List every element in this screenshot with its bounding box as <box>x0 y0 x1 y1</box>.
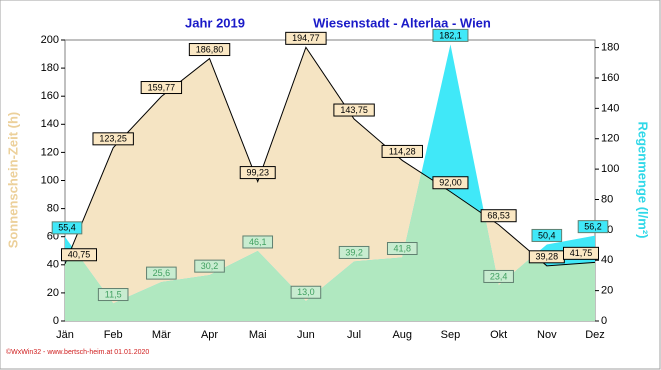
value-label-box <box>61 248 97 262</box>
x-tick-label: Jul <box>347 329 361 341</box>
value-label-box <box>577 220 609 234</box>
y2-tick-label: 40 <box>601 254 613 266</box>
value-label-box <box>239 166 276 180</box>
value-label: 55,4 <box>58 223 76 233</box>
x-tick-label: Mai <box>249 329 267 341</box>
value-label-box <box>432 28 469 42</box>
x-tick-label: Okt <box>490 329 507 341</box>
value-label: 50,4 <box>538 230 556 240</box>
value-label-box <box>242 235 274 249</box>
value-label: 40,75 <box>68 250 91 260</box>
y2-tick-label: 100 <box>601 163 619 175</box>
value-label: 99,23 <box>246 167 269 177</box>
y-tick-label: 200 <box>41 34 59 46</box>
y2-tick-label: 0 <box>601 315 607 327</box>
value-label-box <box>432 176 469 190</box>
value-label-box <box>285 31 327 45</box>
value-label-box <box>194 259 225 273</box>
value-label-box <box>51 221 83 235</box>
value-label: 11,5 <box>105 289 122 299</box>
value-label: 39,28 <box>536 252 559 262</box>
value-label: 39,2 <box>345 247 363 257</box>
chart-title: Jahr 2019 <box>185 15 245 30</box>
y-tick-label: 160 <box>41 90 59 102</box>
x-tick-label: Feb <box>104 329 123 341</box>
value-label: 114,28 <box>389 146 416 156</box>
value-label-box <box>188 43 231 57</box>
value-label: 92,00 <box>439 178 462 188</box>
y-tick-label: 100 <box>41 174 59 186</box>
x-tick-label: Sep <box>441 329 461 341</box>
y2-tick-label: 120 <box>601 133 619 145</box>
y2-tick-label: 180 <box>601 42 619 54</box>
value-label: 194,77 <box>292 33 320 43</box>
x-tick-label: Jän <box>56 329 74 341</box>
x-tick-label: Jun <box>297 329 315 341</box>
value-label-box <box>531 228 563 242</box>
x-tick-label: Nov <box>537 329 557 341</box>
value-label-box <box>97 288 129 302</box>
value-label-box <box>483 269 514 283</box>
value-label-box <box>333 103 375 117</box>
value-label-box <box>381 144 423 158</box>
y2-axis-label: Regenmenge (l/m²) <box>636 121 651 238</box>
y-axis-label: Sonnenschein-Zeit (h) <box>5 112 20 249</box>
y-tick-label: 20 <box>47 287 59 299</box>
value-label: 159,77 <box>148 82 176 92</box>
value-label: 41,8 <box>394 243 412 253</box>
x-tick-label: Aug <box>392 329 412 341</box>
value-label: 56,2 <box>584 222 602 232</box>
footer: ©WxWin32 - www.bertsch-heim.at 01.01.202… <box>6 348 149 356</box>
y-tick-label: 180 <box>41 62 59 74</box>
y-tick-label: 140 <box>41 118 59 130</box>
y2-tick-label: 140 <box>601 102 619 114</box>
y2-tick-label: 80 <box>601 193 613 205</box>
sunshine-line <box>64 46 596 267</box>
value-label: 68,53 <box>487 211 510 221</box>
value-label-box <box>480 209 517 223</box>
value-label: 143,75 <box>340 105 368 115</box>
y-tick-label: 80 <box>47 203 59 215</box>
value-label: 41,75 <box>570 248 593 258</box>
value-label: 186,80 <box>196 44 224 54</box>
value-label: 25,6 <box>153 268 171 278</box>
value-label-box <box>386 242 418 256</box>
value-label-box <box>92 132 134 146</box>
x-tick-label: Mär <box>152 329 171 341</box>
value-label: 30,2 <box>201 261 219 271</box>
value-label-box <box>140 81 183 95</box>
x-tick-label: Apr <box>201 329 218 341</box>
value-label: 182,1 <box>439 30 462 40</box>
value-label: 23,4 <box>490 271 508 281</box>
value-label: 123,25 <box>99 134 127 144</box>
value-label-box <box>563 246 599 260</box>
value-label-box <box>338 245 370 259</box>
y2-tick-label: 20 <box>601 285 613 297</box>
y-tick-label: 0 <box>53 315 59 327</box>
value-label-box <box>290 285 322 299</box>
value-label: 13,0 <box>297 287 315 297</box>
value-label-box <box>146 266 177 280</box>
y-tick-label: 120 <box>41 146 59 158</box>
value-label: 46,1 <box>249 237 267 247</box>
y-tick-label: 40 <box>47 259 59 271</box>
y2-tick-label: 160 <box>601 72 619 84</box>
chart-subtitle: Wiesenstadt - Alterlaa - Wien <box>313 15 491 30</box>
x-tick-label: Dez <box>585 329 605 341</box>
